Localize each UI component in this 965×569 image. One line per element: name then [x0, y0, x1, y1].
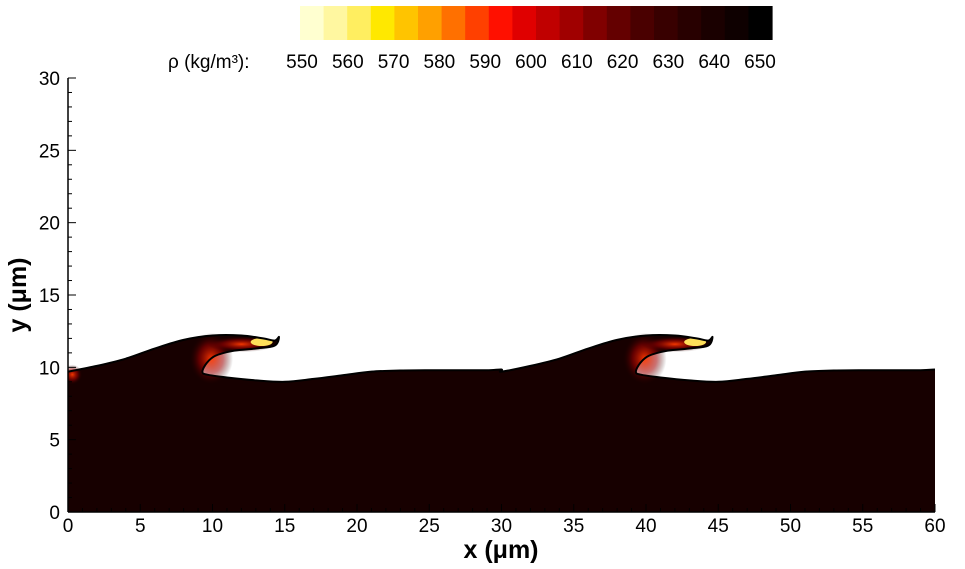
- x-tick-label: 15: [274, 516, 295, 537]
- colorbar-level-labels: 550 560 570 580 590 600 610 620 630 640 650: [286, 52, 776, 73]
- x-tick-label: 45: [708, 516, 729, 537]
- x-tick-label: 40: [635, 516, 656, 537]
- x-tick-label: 10: [202, 516, 223, 537]
- colorbar-swatch: [748, 6, 773, 40]
- plot-area: [68, 332, 935, 512]
- colorbar-swatch: [488, 6, 513, 40]
- colorbar-swatch: [583, 6, 608, 40]
- x-tick-label: 35: [563, 516, 584, 537]
- y-tick-label: 0: [49, 503, 60, 524]
- colorbar-swatch: [347, 6, 372, 40]
- liquid-region: [68, 335, 935, 512]
- x-tick-label: 25: [419, 516, 440, 537]
- colorbar-swatch: [418, 6, 443, 40]
- colorbar-swatch: [465, 6, 490, 40]
- colorbar-swatch: [559, 6, 584, 40]
- colorbar-swatch: [606, 6, 631, 40]
- colorbar-swatch: [654, 6, 679, 40]
- interface-line: [68, 334, 935, 383]
- colorbar-swatch: [536, 6, 561, 40]
- x-tick-label: 50: [780, 516, 801, 537]
- y-tick-label: 25: [39, 141, 60, 162]
- colorbar-level-label: 620: [607, 52, 639, 73]
- colorbar-swatch: [323, 6, 348, 40]
- y-tick-label: 15: [39, 286, 60, 307]
- colorbar-level-label: 550: [286, 52, 318, 73]
- colorbar-level-label: 640: [698, 52, 730, 73]
- colorbar-label: ρ (kg/m³):: [168, 52, 250, 73]
- colorbar-swatch: [701, 6, 726, 40]
- y-tick-label: 20: [39, 214, 60, 235]
- colorbar-level-label: 650: [744, 52, 776, 73]
- y-tick-label: 5: [49, 431, 60, 452]
- y-tick-label: 10: [39, 358, 60, 379]
- colorbar-swatch: [441, 6, 466, 40]
- interface-contour: [68, 334, 935, 383]
- x-tick-label: 5: [135, 516, 146, 537]
- colorbar-level-label: 610: [561, 52, 593, 73]
- colorbar-level-label: 560: [332, 52, 364, 73]
- x-tick-label: 30: [491, 516, 512, 537]
- colorbar-swatch: [724, 6, 749, 40]
- colorbar-level-label: 590: [469, 52, 501, 73]
- colorbar-swatch: [394, 6, 419, 40]
- x-tick-label: 20: [346, 516, 367, 537]
- colorbar-swatch: [370, 6, 395, 40]
- colorbar-level-label: 570: [378, 52, 410, 73]
- colorbar-label-text: ρ (kg/m³):: [168, 52, 250, 73]
- colorbar-level-label: 600: [515, 52, 547, 73]
- x-axis-ticks: 0 5 10 15 20 25 30 35 40 45 50 55 60: [63, 504, 946, 537]
- y-axis-label: y (μm): [4, 257, 32, 332]
- colorbar-swatch: [630, 6, 655, 40]
- y-axis-ticks: 0 5 10 15 20 25 30: [39, 69, 76, 524]
- x-axis-label: x (μm): [463, 536, 538, 564]
- colorbar-swatch: [677, 6, 702, 40]
- colorbar-swatch: [512, 6, 537, 40]
- liquid-body: [68, 335, 935, 512]
- colorbar-level-label: 630: [653, 52, 685, 73]
- x-tick-label: 0: [63, 516, 74, 537]
- y-tick-label: 30: [39, 69, 60, 90]
- density-colorbar: [300, 6, 773, 40]
- x-tick-label: 60: [924, 516, 945, 537]
- colorbar-swatch: [300, 6, 325, 40]
- x-tick-label: 55: [852, 516, 873, 537]
- colorbar-level-label: 580: [424, 52, 456, 73]
